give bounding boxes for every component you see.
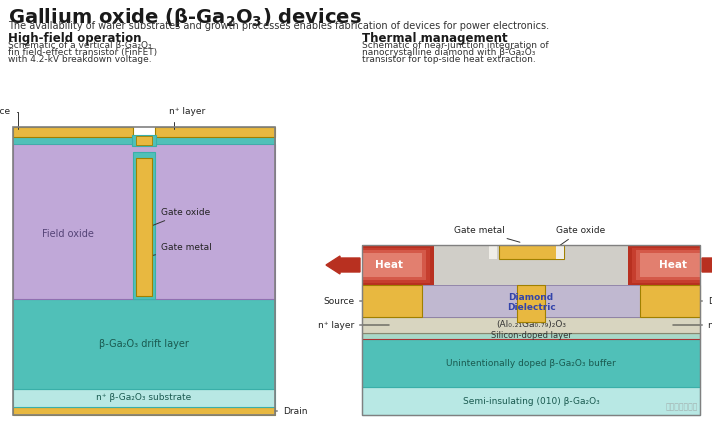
Text: The availability of wafer substrates and growth processes enables fabrication of: The availability of wafer substrates and… — [8, 21, 549, 31]
Text: fin field-effect transistor (FinFET): fin field-effect transistor (FinFET) — [8, 48, 157, 57]
Text: Drain: Drain — [275, 407, 308, 416]
Bar — [13, 137, 133, 144]
Text: n⁺ layer: n⁺ layer — [169, 107, 205, 129]
Text: Thermal management: Thermal management — [362, 32, 508, 45]
Text: Source: Source — [323, 297, 389, 306]
Text: (Al₀.₂₁Ga₀.₇₉)₂O₃: (Al₀.₂₁Ga₀.₇₉)₂O₃ — [496, 320, 566, 330]
Bar — [632, 248, 700, 282]
Text: n⁺ layer: n⁺ layer — [318, 320, 389, 330]
Text: Unintentionally doped β-Ga₂O₃ buffer: Unintentionally doped β-Ga₂O₃ buffer — [446, 359, 616, 368]
Text: Gate oxide: Gate oxide — [137, 208, 210, 232]
Bar — [13, 127, 133, 137]
Bar — [362, 245, 434, 285]
Bar — [155, 127, 275, 137]
Text: transistor for top-side heat extraction.: transistor for top-side heat extraction. — [362, 55, 535, 64]
Bar — [362, 248, 430, 282]
Bar — [640, 253, 700, 277]
Bar — [636, 250, 700, 280]
Text: β-Ga₂O₃ drift layer: β-Ga₂O₃ drift layer — [99, 339, 189, 349]
Bar — [13, 127, 275, 415]
Bar — [628, 245, 700, 285]
Text: n⁺ β-Ga₂O₃ substrate: n⁺ β-Ga₂O₃ substrate — [96, 394, 192, 403]
Bar — [13, 407, 275, 415]
Bar — [362, 285, 422, 317]
Bar — [362, 333, 700, 339]
Text: nanocrystalline diamond with β-Ga₂O₃: nanocrystalline diamond with β-Ga₂O₃ — [362, 48, 535, 57]
Text: Heat: Heat — [659, 260, 687, 270]
FancyArrow shape — [326, 256, 360, 274]
Text: Field oxide: Field oxide — [42, 229, 94, 239]
Bar — [13, 144, 275, 299]
Text: Gate metal: Gate metal — [454, 226, 520, 242]
Text: Heat: Heat — [375, 260, 403, 270]
Text: Source: Source — [0, 107, 18, 129]
Bar — [555, 245, 563, 259]
Text: with 4.2-kV breakdown voltage.: with 4.2-kV breakdown voltage. — [8, 55, 152, 64]
Text: n⁺ layer: n⁺ layer — [673, 320, 712, 330]
Bar — [517, 285, 545, 322]
Bar — [155, 137, 275, 144]
Text: High-field operation: High-field operation — [8, 32, 142, 45]
Bar — [362, 245, 700, 285]
Bar — [362, 250, 426, 280]
Bar — [362, 317, 700, 333]
Bar — [133, 152, 155, 299]
Text: 半导体行业观察: 半导体行业观察 — [666, 402, 698, 411]
Text: Schematic of near-junction integration of: Schematic of near-junction integration o… — [362, 41, 549, 50]
Bar — [422, 285, 640, 317]
Bar — [498, 245, 563, 259]
Text: Semi-insulating (010) β-Ga₂O₃: Semi-insulating (010) β-Ga₂O₃ — [463, 397, 600, 405]
Text: Diamond
Dielectric: Diamond Dielectric — [507, 293, 555, 312]
Bar — [362, 245, 700, 415]
Text: Silicon-doped layer: Silicon-doped layer — [491, 332, 572, 340]
Bar — [13, 299, 275, 389]
Bar — [136, 158, 152, 296]
Text: Gate metal: Gate metal — [147, 242, 211, 257]
Bar — [136, 136, 152, 145]
Bar — [640, 285, 700, 317]
Bar — [13, 389, 275, 407]
Bar — [488, 245, 496, 259]
Bar — [362, 253, 422, 277]
Bar — [362, 339, 700, 387]
Text: Gate oxide: Gate oxide — [553, 226, 606, 250]
Bar — [132, 135, 156, 146]
FancyArrow shape — [702, 256, 712, 274]
Text: Drain: Drain — [673, 297, 712, 306]
Bar — [362, 387, 700, 415]
Text: Gallium oxide ($\bf{\beta}$-Ga$\bf{_2}$O$\bf{_3}$) devices: Gallium oxide ($\bf{\beta}$-Ga$\bf{_2}$O… — [8, 6, 362, 29]
Text: Schematic of a vertical β-Ga₂O₃: Schematic of a vertical β-Ga₂O₃ — [8, 41, 152, 50]
